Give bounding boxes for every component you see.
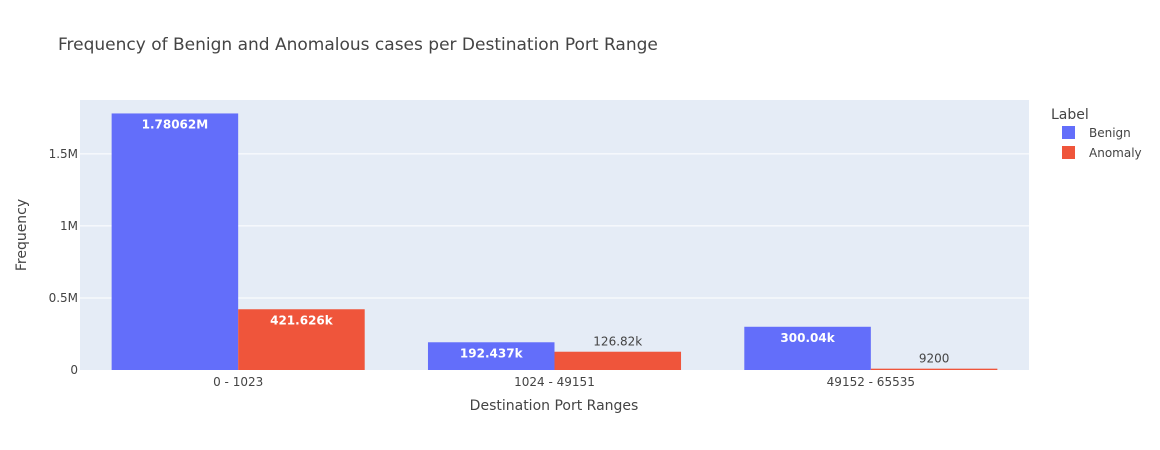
- chart-title: Frequency of Benign and Anomalous cases …: [58, 35, 658, 55]
- x-tick-label: 1024 - 49151: [514, 375, 595, 389]
- bar-anomaly-0-1023[interactable]: [238, 309, 365, 370]
- bar-anomaly-49152-65535[interactable]: [870, 368, 998, 370]
- bars[interactable]: [111, 113, 998, 371]
- y-tick-label: 1M: [60, 219, 78, 233]
- legend-swatch-anomaly[interactable]: [1062, 146, 1075, 159]
- data-label: 1.78062M: [142, 117, 209, 131]
- bar-benign-1024-49151[interactable]: [427, 342, 555, 370]
- legend-item-benign[interactable]: Benign: [1089, 126, 1131, 140]
- bar-benign-0-1023[interactable]: [111, 113, 239, 371]
- data-label: 126.82k: [593, 335, 642, 349]
- y-axis-title: Frequency: [14, 199, 30, 271]
- legend-swatch-benign[interactable]: [1062, 126, 1075, 139]
- data-label: 300.04k: [780, 331, 835, 345]
- legend[interactable]: Label Benign Anomaly: [1051, 107, 1142, 160]
- data-label: 421.626k: [270, 313, 334, 327]
- bar-labels: 1.78062M 421.626k 192.437k 126.82k 300.04k 92…: [142, 117, 950, 365]
- x-tick-label: 49152 - 65535: [827, 375, 915, 389]
- legend-item-anomaly[interactable]: Anomaly: [1089, 146, 1142, 160]
- y-axis-ticks: 0 0.5M 1M 1.5M: [49, 147, 78, 377]
- x-axis-title: Destination Port Ranges: [470, 398, 639, 414]
- bar-benign-49152-65535[interactable]: [744, 326, 871, 370]
- x-axis-ticks: 0 - 1023 1024 - 49151 49152 - 65535: [213, 375, 915, 389]
- y-tick-label: 0.5M: [49, 291, 78, 305]
- data-label: 192.437k: [460, 346, 524, 360]
- x-tick-label: 0 - 1023: [213, 375, 263, 389]
- bar-anomaly-1024-49151[interactable]: [554, 351, 682, 370]
- y-tick-label: 1.5M: [49, 147, 78, 161]
- gridlines: [80, 153, 1029, 299]
- y-tick-label: 0: [70, 363, 78, 377]
- data-label: 9200: [919, 352, 950, 366]
- legend-title: Label: [1051, 107, 1089, 123]
